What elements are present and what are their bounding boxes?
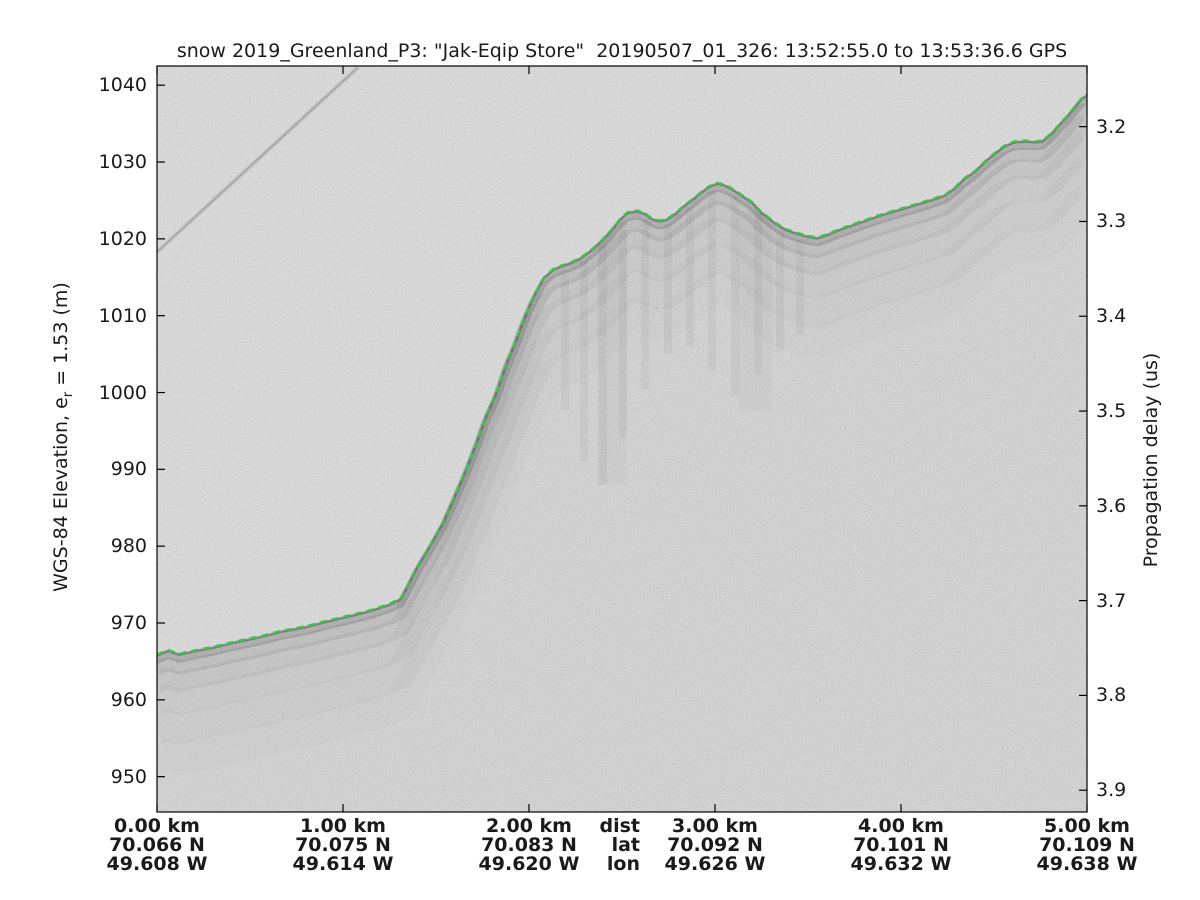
x-axis-lat-value: 70.101 N	[853, 834, 949, 857]
x-axis-column: 1.00 km 70.075 N 49.614 W	[268, 815, 418, 876]
right-y-tick-label: 3.7	[1096, 589, 1127, 612]
x-axis-lon-value: 49.632 W	[850, 853, 952, 876]
bottom-axis-row-headers: dist lat lon	[536, 815, 640, 876]
speckle-noise	[157, 66, 1087, 812]
x-axis-lat-value: 70.075 N	[295, 834, 391, 857]
left-y-tick-label: 960	[110, 688, 147, 711]
left-y-tick-label: 980	[110, 535, 147, 558]
plot-border	[156, 65, 1088, 813]
right-y-tick-label: 3.5	[1096, 400, 1127, 423]
x-axis-lat-value: 70.083 N	[481, 834, 577, 857]
x-axis-column: 5.00 km 70.109 N 49.638 W	[1012, 815, 1162, 876]
right-y-tick-label: 3.4	[1096, 305, 1127, 328]
x-axis-column: 4.00 km 70.101 N 49.632 W	[826, 815, 976, 876]
x-axis-dist-value: 4.00 km	[858, 815, 944, 837]
left-y-tick-label: 1040	[98, 74, 147, 97]
x-axis-lat-value: 70.109 N	[1039, 834, 1135, 857]
x-axis-column: 0.00 km 70.066 N 49.608 W	[82, 815, 232, 876]
left-y-tick-label: 1010	[98, 304, 147, 327]
right-y-axis-label: Propagation delay (us)	[1140, 352, 1162, 568]
x-axis-lon-value: 49.620 W	[478, 853, 580, 876]
x-axis-dist-value: 0.00 km	[114, 815, 200, 837]
left-y-tick-label: 1030	[98, 151, 147, 174]
row-header-lon: lon	[606, 853, 640, 876]
surface-trace	[157, 93, 1087, 656]
left-y-tick-label: 950	[110, 765, 147, 788]
left-y-axis-label-text: WGS-84 Elevation, e	[50, 397, 72, 592]
left-y-tick-label: 970	[110, 612, 147, 634]
right-y-tick-label: 3.2	[1096, 115, 1127, 138]
right-y-tick-label: 3.6	[1096, 494, 1127, 517]
echogram-image	[157, 66, 1087, 812]
x-axis-lon-value: 49.626 W	[664, 853, 766, 876]
x-axis-lon-value: 49.614 W	[292, 853, 394, 876]
left-y-tick-label: 1000	[98, 381, 147, 404]
x-axis-lat-value: 70.066 N	[109, 834, 205, 857]
row-header-dist: dist	[599, 815, 640, 837]
right-y-tick-label: 3.3	[1096, 210, 1127, 233]
row-header-lat: lat	[611, 834, 640, 857]
plot-title: snow 2019_Greenland_P3: "Jak-Eqip Store"…	[176, 40, 1068, 62]
x-axis-dist-value: 3.00 km	[672, 815, 758, 837]
left-y-tick-label: 1020	[98, 227, 147, 250]
x-axis-dist-value: 2.00 km	[486, 815, 572, 837]
axes-frame	[156, 65, 1088, 813]
x-axis-dist-value: 1.00 km	[300, 815, 386, 837]
x-axis-column: 2.00 km 70.083 N 49.620 W	[454, 815, 604, 876]
right-y-tick-label: 3.9	[1096, 779, 1127, 802]
x-axis-lat-value: 70.092 N	[667, 834, 763, 857]
left-y-axis-label-units: = 1.53 (m)	[50, 282, 72, 392]
left-y-tick-label: 990	[110, 458, 147, 481]
x-axis-lon-value: 49.608 W	[106, 853, 208, 876]
x-axis-lon-value: 49.638 W	[1036, 853, 1138, 876]
x-axis-dist-value: 5.00 km	[1044, 815, 1130, 837]
right-y-tick-label: 3.8	[1096, 684, 1127, 707]
x-axis-column: 3.00 km 70.092 N 49.626 W	[640, 815, 790, 876]
